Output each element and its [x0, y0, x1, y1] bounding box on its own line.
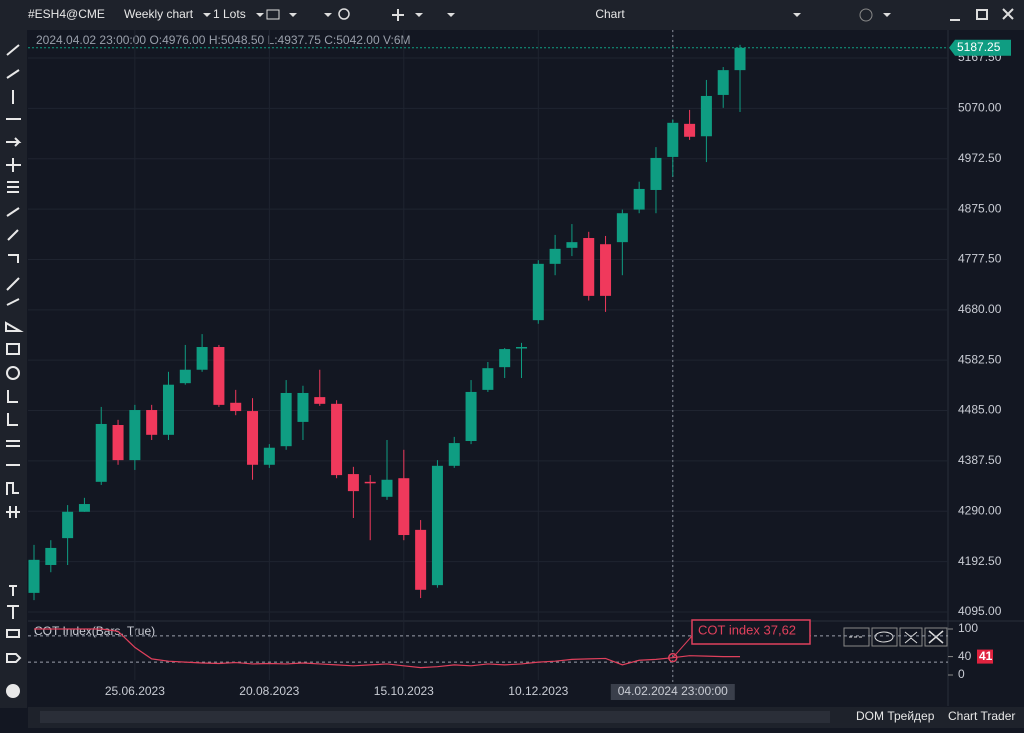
candle-body: [78, 504, 90, 512]
candle-body: [600, 244, 612, 296]
y-tick-label: 4777.50: [958, 252, 1002, 266]
y-tick-label: 0: [958, 667, 965, 681]
candle-body: [129, 410, 141, 461]
settings-dot[interactable]: [6, 684, 20, 698]
candle-body: [684, 123, 696, 137]
y-tick-label: 4192.50: [958, 554, 1002, 568]
candle-body: [415, 529, 427, 590]
y-tick-label: 40: [958, 649, 972, 663]
crosshair-x-label-bg: [610, 684, 735, 700]
y-tick-label: 4290.00: [958, 503, 1002, 517]
candle-body: [465, 391, 477, 442]
y-tick-label: 100: [958, 621, 978, 635]
chart-trader-tab[interactable]: Chart Trader: [948, 709, 1015, 723]
candle-body: [549, 248, 561, 264]
annotation-pointer: [672, 635, 693, 659]
candle-body: [381, 479, 393, 497]
candle-body: [515, 347, 527, 349]
candle-body: [583, 238, 595, 296]
candle-body: [331, 403, 343, 476]
candle-body: [146, 410, 158, 435]
indicator-title: COT Index(Bars, True): [34, 624, 155, 638]
candle-body: [667, 122, 679, 157]
cot-line: [34, 628, 741, 669]
ohlc-header: 2024.04.02 23:00:00 O:4976.00 H:5048.50 …: [36, 33, 411, 47]
x-tick-label: 20.08.2023: [239, 684, 299, 698]
drawing-tools[interactable]: [5, 44, 24, 663]
candle-body: [616, 213, 628, 243]
candle-body: [230, 402, 242, 412]
candle-body: [263, 447, 275, 465]
candle-body: [280, 392, 292, 447]
current-badge-bg: [977, 649, 993, 664]
last-price-badge: [949, 39, 1011, 56]
candle-body: [431, 465, 443, 586]
candle-body: [364, 481, 376, 484]
indicator-buttons[interactable]: [843, 627, 948, 647]
dom-tab[interactable]: DOM Трейдер: [856, 709, 935, 723]
candle-body: [717, 70, 729, 95]
candle-body: [162, 384, 174, 435]
symbol[interactable]: #ESH4@CME: [28, 7, 105, 21]
candle-body: [213, 347, 225, 405]
candle-body: [734, 47, 746, 71]
x-tick-label: 25.06.2023: [105, 684, 165, 698]
current-badge: 41: [979, 649, 993, 663]
candle-body: [566, 242, 578, 248]
candle-body: [448, 443, 460, 466]
y-tick-label: 4387.50: [958, 453, 1002, 467]
candle-body: [633, 188, 645, 210]
y-tick-label: 4485.00: [958, 403, 1002, 417]
top-toolbar: [0, 0, 1024, 30]
toolbar-icons: [203, 8, 1014, 22]
crosshair-point: [668, 652, 678, 663]
candle-body: [499, 349, 511, 368]
candle-body: [196, 347, 208, 370]
candle-body: [650, 157, 662, 190]
x-tick-label: 15.10.2023: [374, 684, 434, 698]
y-tick-label: 4972.50: [958, 151, 1002, 165]
candle-body: [398, 478, 410, 536]
x-tick-label: 04.02.2024 23:00:00: [618, 684, 728, 698]
last-price-label: 5187.25: [957, 40, 1001, 54]
candle-body: [45, 547, 57, 565]
candle-body: [482, 368, 494, 390]
candle-body: [532, 263, 544, 321]
y-tick-label: 4582.50: [958, 352, 1002, 366]
window-title: Chart: [595, 7, 625, 21]
y-tick-label: 4680.00: [958, 302, 1002, 316]
y-tick-label: 4095.00: [958, 604, 1002, 618]
timeframe[interactable]: Weekly chart: [124, 7, 194, 21]
x-tick-label: 10.12.2023: [508, 684, 568, 698]
y-tick-label: 5070.00: [958, 101, 1002, 115]
candle-body: [112, 425, 124, 461]
candle-body: [347, 474, 359, 492]
candle-body: [247, 411, 259, 465]
candle-body: [314, 397, 326, 404]
candle-body: [700, 95, 712, 137]
y-tick-label: 4875.00: [958, 201, 1002, 215]
annotation: COT index 37,62: [698, 622, 796, 637]
scrollbar[interactable]: [40, 711, 830, 723]
candle-body: [179, 369, 191, 384]
candle-body: [95, 423, 107, 482]
candle-body: [297, 392, 309, 422]
candle-body: [28, 559, 40, 593]
lots[interactable]: 1 Lots: [213, 7, 246, 21]
annotation-box: [691, 619, 811, 645]
candle-body: [62, 511, 74, 539]
